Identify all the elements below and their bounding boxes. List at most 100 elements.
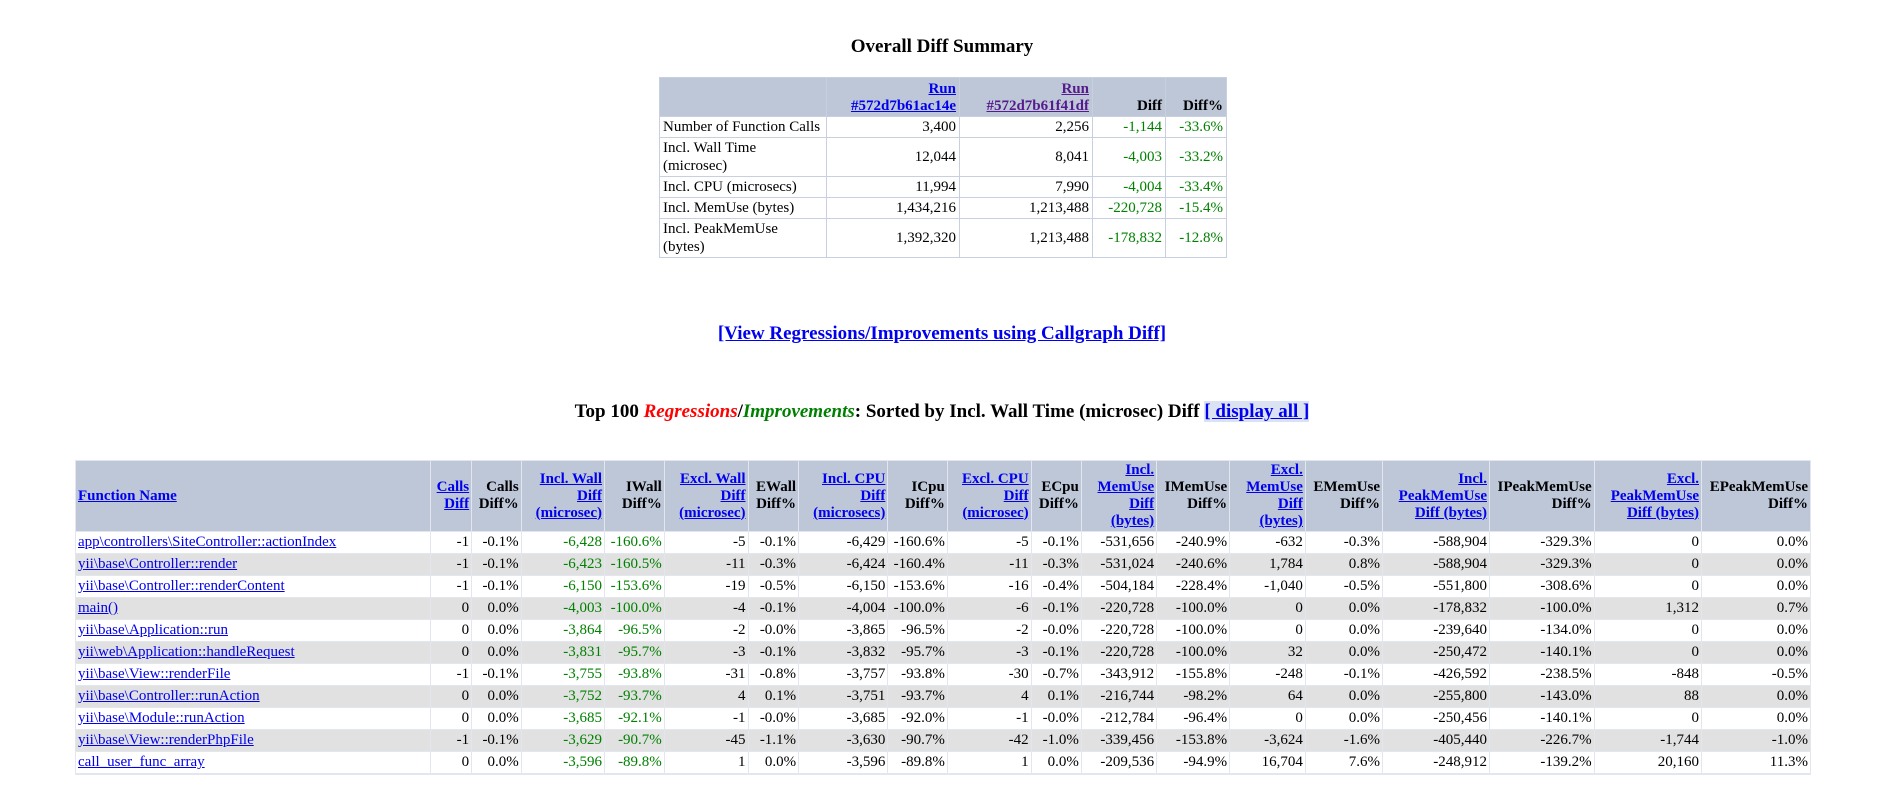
table-cell: 1,312	[1594, 598, 1702, 619]
function-link[interactable]: yii\base\Controller::runAction	[78, 688, 260, 704]
table-cell: 0	[1594, 532, 1702, 553]
summary-row: Incl. Wall Time (microsec) 12,044 8,041 -4,…	[660, 138, 1226, 176]
sort-column-link[interactable]: Incl. CPU Diff (microsecs)	[813, 470, 886, 521]
run1-link[interactable]: Run #572d7b61ac14e	[851, 81, 956, 114]
function-name-cell: yii\base\Controller::renderContent	[76, 576, 430, 597]
table-cell: -6,150	[799, 576, 888, 597]
table-cell: -1.1%	[748, 730, 799, 751]
table-cell: -632	[1230, 532, 1305, 553]
table-cell: -6,150	[521, 576, 604, 597]
summary-run2-value: 8,041	[960, 138, 1092, 176]
function-link[interactable]: yii\base\Module::runAction	[78, 710, 245, 726]
table-cell: -3	[664, 642, 748, 663]
table-cell: -6,428	[521, 532, 604, 553]
table-cell: 0.0%	[1305, 598, 1383, 619]
table-cell: -140.1%	[1489, 642, 1594, 663]
sort-column-link[interactable]: Calls Diff	[436, 479, 470, 512]
summary-title: Overall Diff Summary	[850, 36, 1034, 57]
column-header: Calls Diff	[431, 461, 472, 531]
summary-run2-value: 1,213,488	[960, 198, 1092, 218]
sort-column-link[interactable]: Incl. PeakMemUse Diff (bytes)	[1398, 470, 1487, 521]
table-cell: -100.0%	[1157, 598, 1230, 619]
sort-column-link[interactable]: Function Name	[78, 487, 177, 504]
table-cell: -1	[664, 708, 748, 729]
table-row: yii\base\Controller::renderContent -1 -0.1…	[76, 576, 1810, 597]
table-cell: -0.3%	[748, 554, 799, 575]
table-cell: -0.5%	[748, 576, 799, 597]
function-link[interactable]: main()	[78, 600, 118, 616]
table-cell: -0.1%	[748, 598, 799, 619]
table-cell: -343,912	[1081, 664, 1157, 685]
table-cell: -153.6%	[605, 576, 664, 597]
function-name-cell: yii\base\View::renderPhpFile	[76, 730, 430, 751]
table-cell: 1	[664, 752, 748, 773]
table-cell: -93.7%	[605, 686, 664, 707]
summary-diff-value: -178,832	[1093, 219, 1166, 257]
table-cell: 0.0%	[472, 620, 521, 641]
column-header: EMemUse Diff%	[1305, 461, 1383, 531]
table-cell: -255,800	[1383, 686, 1489, 707]
table-cell: -238.5%	[1489, 664, 1594, 685]
display-all-link[interactable]: [ display all ]	[1204, 401, 1310, 422]
table-cell: -0.1%	[748, 532, 799, 553]
table-cell: -96.5%	[888, 620, 947, 641]
table-cell: -228.4%	[1157, 576, 1230, 597]
table-cell: 0.0%	[1305, 686, 1383, 707]
function-name-cell: app\controllers\SiteController::actionIn…	[76, 532, 430, 553]
table-cell: -212,784	[1081, 708, 1157, 729]
summary-label: Incl. PeakMemUse (bytes)	[660, 219, 826, 257]
sort-column-link[interactable]: Excl. CPU Diff (microsec)	[962, 470, 1029, 521]
table-cell: -178,832	[1383, 598, 1489, 619]
function-link[interactable]: yii\base\Application::run	[78, 622, 228, 638]
table-cell: 4	[947, 686, 1031, 707]
column-header: Incl. PeakMemUse Diff (bytes)	[1383, 461, 1489, 531]
table-cell: -3,751	[799, 686, 888, 707]
sort-column-link[interactable]: Excl. MemUse Diff (bytes)	[1246, 462, 1303, 529]
table-cell: -1	[431, 730, 472, 751]
table-cell: -3,685	[799, 708, 888, 729]
table-cell: 32	[1230, 642, 1305, 663]
summary-label: Incl. CPU (microsecs)	[660, 177, 826, 197]
table-cell: -4,004	[799, 598, 888, 619]
table-cell: -45	[664, 730, 748, 751]
summary-body: Number of Function Calls 3,400 2,256 -1,144…	[660, 117, 1226, 257]
function-link[interactable]: yii\base\View::renderPhpFile	[78, 732, 254, 748]
sort-column-link[interactable]: Excl. PeakMemUse Diff (bytes)	[1610, 470, 1700, 521]
table-cell: 7.6%	[1305, 752, 1383, 773]
table-cell: -0.0%	[748, 620, 799, 641]
function-link[interactable]: yii\base\Controller::render	[78, 556, 238, 572]
table-cell: -153.6%	[888, 576, 947, 597]
table-cell: -90.7%	[888, 730, 947, 751]
summary-row: Incl. CPU (microsecs) 11,994 7,990 -4,004 -3…	[660, 177, 1226, 197]
callgraph-diff-link[interactable]: [View Regressions/Improvements using Cal…	[717, 323, 1167, 344]
table-cell: -3,629	[521, 730, 604, 751]
function-link[interactable]: yii\base\View::renderFile	[78, 666, 231, 682]
table-cell: -405,440	[1383, 730, 1489, 751]
sort-column-link[interactable]: Incl. Wall Diff (microsec)	[535, 470, 602, 521]
table-cell: -89.8%	[888, 752, 947, 773]
table-cell: -0.1%	[1305, 664, 1383, 685]
table-cell: -160.4%	[888, 554, 947, 575]
table-cell: -3,596	[521, 752, 604, 773]
table-cell: 1	[947, 752, 1031, 773]
function-link[interactable]: yii\web\Application::handleRequest	[78, 644, 295, 660]
table-cell: -226.7%	[1489, 730, 1594, 751]
table-cell: -11	[664, 554, 748, 575]
function-link[interactable]: call_user_func_array	[78, 754, 205, 770]
summary-diff-pct-value: -33.6%	[1166, 117, 1226, 137]
table-cell: -504,184	[1081, 576, 1157, 597]
sort-column-link[interactable]: Incl. MemUse Diff (bytes)	[1097, 462, 1155, 529]
table-cell: -100.0%	[888, 598, 947, 619]
column-header: IMemUse Diff%	[1157, 461, 1230, 531]
function-diff-table: Function Name Calls Diff Calls Diff% Incl. …	[75, 460, 1811, 775]
sort-column-link[interactable]: Excl. Wall Diff (microsec)	[679, 470, 746, 521]
function-link[interactable]: app\controllers\SiteController::actionIn…	[78, 534, 337, 550]
table-cell: -0.1%	[472, 576, 521, 597]
run2-link[interactable]: Run #572d7b61f41df	[986, 81, 1089, 114]
table-cell: 0.8%	[1305, 554, 1383, 575]
function-link[interactable]: yii\base\Controller::renderContent	[78, 578, 285, 594]
table-cell: 0	[1230, 708, 1305, 729]
top-title-slash: /	[737, 401, 743, 422]
table-cell: 0	[431, 752, 472, 773]
table-cell: -134.0%	[1489, 620, 1594, 641]
